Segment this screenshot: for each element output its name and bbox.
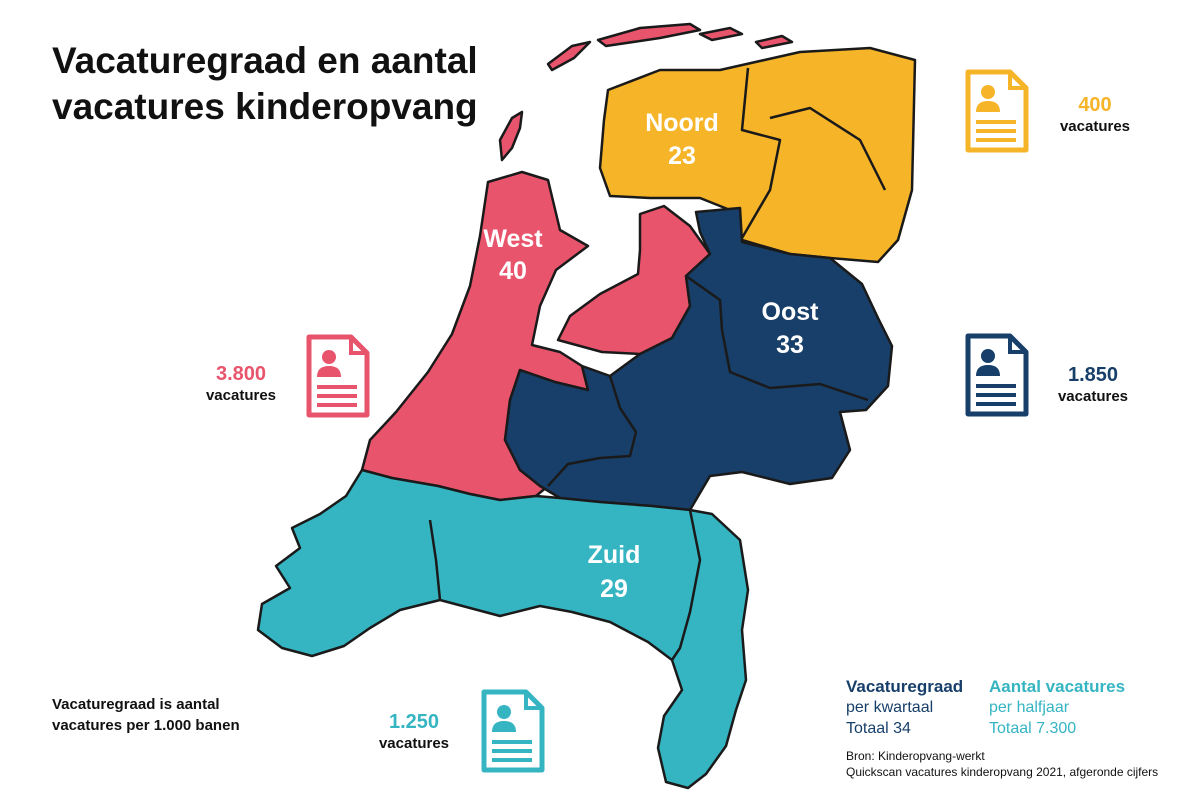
document-person-icon (965, 333, 1029, 417)
zuid-province-border-1 (670, 509, 702, 661)
legend-rate-head: Vacaturegraad (846, 677, 964, 696)
zuid-province-border-2 (428, 519, 442, 601)
region-west-flevoland (556, 204, 712, 356)
oost-province-border-2 (547, 375, 638, 487)
document-person-icon (965, 69, 1029, 153)
region-noord-name: Noord (645, 109, 719, 137)
stat-oost: 1.850 vacatures (1038, 363, 1148, 407)
region-zuid-rate: 29 (600, 575, 628, 603)
region-oost-rate: 33 (776, 331, 804, 359)
legend-count-total: Totaal 7.300 (989, 720, 1077, 737)
note-line-2: vacatures per 1.000 banen (52, 717, 240, 734)
stat-west-unit: vacatures (205, 387, 277, 404)
region-zuid-shape (256, 468, 750, 790)
legend-rate-total: Totaal 34 (846, 720, 911, 737)
legend-rate-sub: per kwartaal (846, 699, 934, 716)
legend-count-sub: per halfjaar (989, 699, 1070, 716)
stat-oost-count: 1.850 (1067, 364, 1119, 386)
legend-count: Aantal vacatures per halfjaar Totaal 7.3… (989, 676, 1125, 739)
stat-noord-unit: vacatures (1059, 118, 1131, 135)
page-title: Vacaturegraad en aantal vacatures kinder… (52, 38, 512, 130)
region-oost-name: Oost (762, 298, 820, 326)
stat-zuid-count: 1.250 (388, 711, 440, 733)
stat-noord: 400 vacatures (1040, 93, 1150, 137)
rate-explanation-note: Vacaturegraad is aantal vacatures per 1.… (52, 694, 312, 736)
island-ameland (698, 26, 744, 42)
stat-oost-unit: vacatures (1057, 388, 1129, 405)
document-person-icon (481, 689, 545, 773)
note-line-1: Vacaturegraad is aantal (52, 696, 220, 713)
stat-noord-count: 400 (1078, 94, 1112, 116)
stat-west-count: 3.800 (215, 363, 267, 385)
source-line-1: Bron: Kinderopvang-werkt (846, 749, 985, 763)
region-west-rate: 40 (499, 257, 527, 285)
stat-zuid-unit: vacatures (378, 735, 450, 752)
stat-west: 3.800 vacatures (186, 362, 296, 406)
stat-zuid: 1.250 vacatures (359, 710, 469, 754)
title-line-1: Vacaturegraad en aantal (52, 40, 478, 81)
source-note: Bron: Kinderopvang-werkt Quickscan vacat… (846, 748, 1158, 780)
source-line-2: Quickscan vacatures kinderopvang 2021, a… (846, 765, 1159, 779)
legend-rate: Vacaturegraad per kwartaal Totaal 34 (846, 676, 963, 739)
region-zuid-name: Zuid (588, 541, 641, 569)
legend-count-head: Aantal vacatures (989, 677, 1126, 696)
oost-province-border-1 (685, 274, 869, 402)
noord-province-border-1 (740, 67, 782, 239)
noord-province-border-2 (769, 106, 887, 191)
island-schiermonnikoog (754, 34, 794, 50)
island-texel (498, 110, 524, 162)
island-vlieland (546, 40, 592, 72)
document-person-icon (306, 334, 370, 418)
region-west-name: West (483, 225, 543, 253)
island-terschelling (596, 22, 702, 48)
region-noord-rate: 23 (668, 142, 696, 170)
title-line-2: vacatures kinderopvang (52, 86, 478, 127)
